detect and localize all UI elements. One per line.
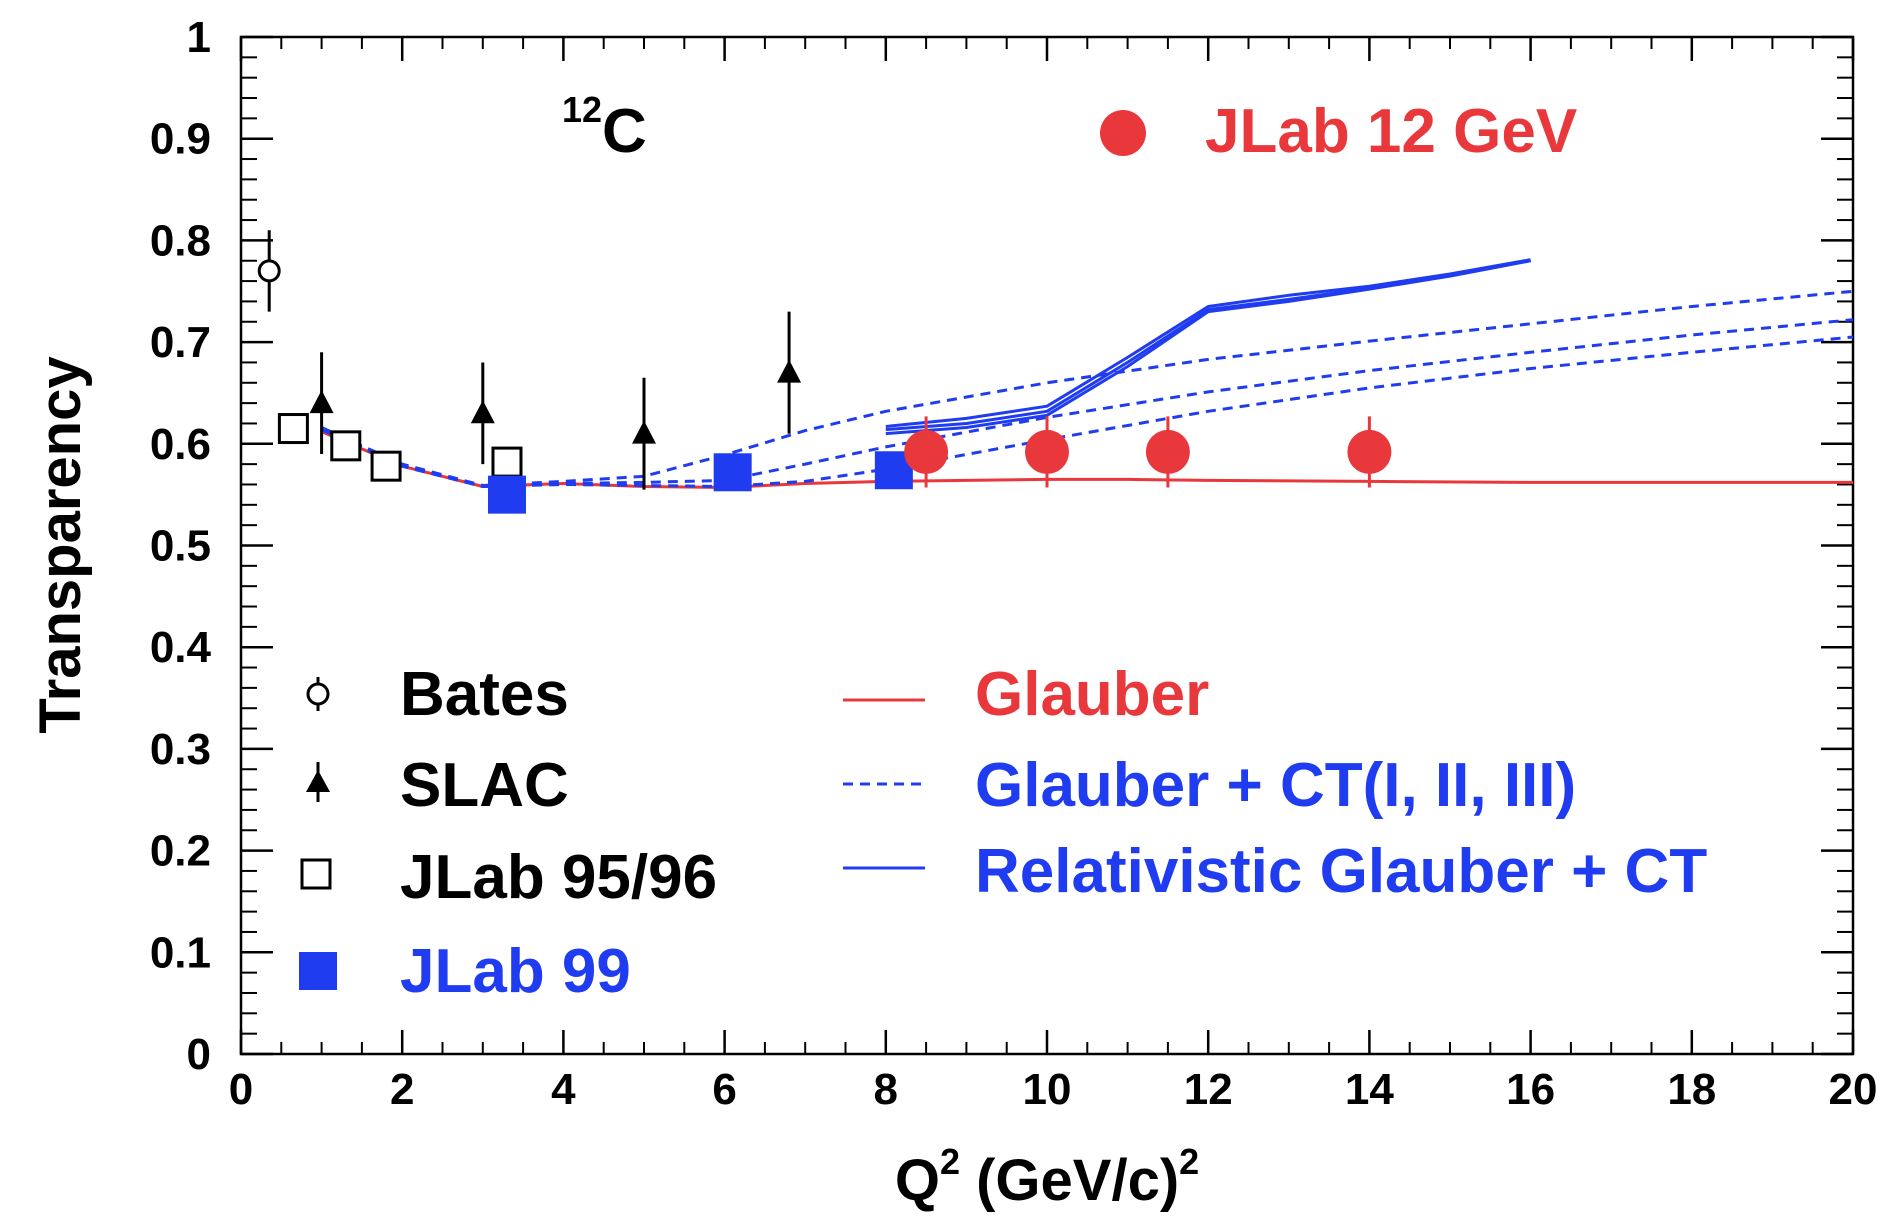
curve-glauber-ct-iii (320, 335, 1854, 488)
x-tick-label: 16 (1506, 1065, 1555, 1114)
x-tick-label: 14 (1345, 1065, 1394, 1114)
legend-item-relativistic: Relativistic Glauber + CT (843, 837, 1707, 906)
y-tick-label: 0 (187, 1030, 211, 1079)
x-tick-label: 20 (1829, 1065, 1878, 1114)
jlab-95-96-point (491, 446, 523, 478)
legend-item-glauber: Glauber (843, 660, 1209, 729)
legend-models: Glauber Glauber + CT(I, II, III) Relativ… (843, 660, 1707, 906)
legend-datasets: Bates SLAC JLab 95/96 JLab 99 (299, 660, 717, 1006)
legend-bates-marker (306, 682, 330, 706)
jlab-95-96-point (277, 413, 309, 445)
x-axis-title-units: (GeV/c) (960, 1148, 1179, 1213)
x-tick-label: 4 (551, 1065, 576, 1114)
legend-jlab9596-marker (300, 858, 332, 890)
legend-item-glauber-ct: Glauber + CT(I, II, III) (843, 751, 1576, 820)
legend-relativistic-label: Relativistic Glauber + CT (975, 837, 1707, 906)
x-tick-label: 0 (229, 1065, 253, 1114)
y-tick-label: 0.1 (150, 928, 211, 977)
curve-relativistic-glauber-ct-c (885, 259, 1531, 436)
nucleus-symbol: C (602, 97, 647, 166)
data-points (257, 230, 1392, 514)
y-tick-label: 0.9 (150, 115, 211, 164)
nucleus-label: 12C (562, 89, 647, 166)
axis-ticks: 0 2 4 6 8 10 12 14 16 18 20 0 0.1 0.2 0.3 0.4 0.5 0.6 0.7 0… (150, 13, 1878, 1114)
bates-point (257, 259, 281, 283)
y-tick-label: 0.4 (150, 623, 212, 672)
curve-glauber-ct-i (320, 289, 1854, 487)
legend-item-jlab99: JLab 99 (299, 937, 631, 1006)
y-axis-title: Transparency (28, 356, 93, 733)
x-axis-title: Q2 (GeV/c)2 (895, 1141, 1199, 1213)
y-tick-label: 1 (187, 13, 211, 62)
legend-jlab99-label: JLab 99 (400, 937, 631, 1006)
x-axis-title-sup1: 2 (940, 1141, 960, 1182)
jlab-12-gev-point (1025, 429, 1069, 474)
x-axis-title-sup2: 2 (1179, 1141, 1199, 1182)
x-tick-label: 10 (1023, 1065, 1072, 1114)
legend-jlab9596-label: JLab 95/96 (400, 843, 717, 912)
y-tick-label: 0.6 (150, 420, 211, 469)
curve-relativistic-glauber-ct-a (885, 258, 1531, 428)
x-tick-label: 2 (390, 1065, 414, 1114)
x-tick-label: 18 (1667, 1065, 1716, 1114)
x-tick-label: 12 (1184, 1065, 1233, 1114)
legend-jlab12-marker (1100, 110, 1146, 156)
slac-point (632, 420, 656, 444)
jlab-95-96-point (330, 430, 362, 462)
y-tick-label: 0.5 (150, 522, 211, 571)
jlab-99-point (713, 453, 752, 492)
jlab-99-point (487, 475, 526, 514)
x-axis-title-variable: Q (895, 1148, 940, 1213)
legend-glauber-ct-label: Glauber + CT(I, II, III) (975, 751, 1576, 820)
slac-point (309, 390, 334, 414)
slac-point (470, 400, 495, 424)
y-tick-label: 0.7 (150, 318, 211, 367)
y-tick-label: 0.8 (150, 216, 211, 265)
legend-slac-label: SLAC (400, 751, 569, 820)
y-tick-label: 0.2 (150, 827, 211, 876)
jlab-12-gev-point (1347, 429, 1392, 474)
jlab-12-gev-point (904, 429, 949, 474)
legend-item-bates: Bates (306, 660, 569, 729)
jlab-95-96-point (370, 450, 402, 482)
x-tick-label: 6 (712, 1065, 736, 1114)
legend-jlab99-marker (299, 952, 337, 990)
legend-jlab12-label: JLab 12 GeV (1205, 97, 1577, 166)
legend-glauber-label: Glauber (975, 660, 1209, 729)
legend-item-slac: SLAC (306, 751, 569, 820)
legend-item-jlab9596: JLab 95/96 (300, 843, 717, 912)
slac-point (777, 359, 802, 383)
y-tick-label: 0.3 (150, 725, 211, 774)
legend-slac-marker (306, 770, 330, 792)
nucleus-mass-number: 12 (562, 89, 602, 130)
x-tick-label: 8 (874, 1065, 898, 1114)
jlab-12-gev-point (1145, 429, 1190, 474)
legend-bates-label: Bates (400, 660, 569, 729)
legend-jlab12: JLab 12 GeV (1100, 97, 1577, 166)
